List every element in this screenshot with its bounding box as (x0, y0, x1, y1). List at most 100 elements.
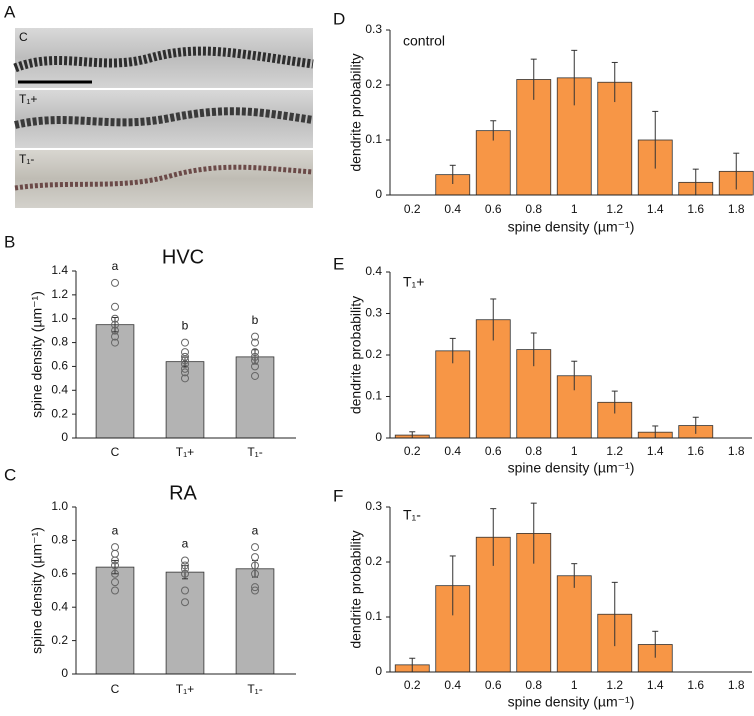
x-tick-label: 1.8 (728, 444, 745, 458)
data-point (111, 586, 119, 595)
x-tick-label: 0.8 (525, 678, 542, 692)
data-point (181, 569, 189, 578)
x-tick-label: 0.4 (444, 678, 461, 692)
data-point (111, 314, 119, 323)
data-point (111, 278, 119, 287)
data-point (111, 543, 119, 552)
data-point (251, 348, 259, 357)
x-tick-label: 0.6 (485, 678, 502, 692)
panel-letter: A (4, 2, 16, 21)
x-tick-label: 1 (571, 444, 578, 458)
x-tick-label: 1 (571, 202, 578, 216)
data-point (111, 320, 119, 329)
y-axis-label: dendrite probability (348, 53, 364, 171)
x-tick-label: 0.6 (485, 444, 502, 458)
data-point (111, 332, 119, 341)
dendrite (13, 46, 314, 73)
data-point (181, 586, 189, 595)
bar (95, 324, 135, 439)
data-point (181, 368, 189, 377)
x-axis-label: spine density (µm⁻¹) (508, 219, 635, 235)
data-point (111, 561, 119, 570)
y-tick-label: 0 (61, 430, 68, 444)
micrograph (15, 150, 313, 208)
data-point (251, 561, 259, 570)
y-tick-label: 0.4 (365, 264, 382, 278)
y-tick-label: 0.4 (51, 599, 68, 613)
x-tick-label: 0.4 (444, 202, 461, 216)
x-tick-label: 0.2 (404, 678, 421, 692)
data-point (251, 338, 259, 347)
x-tick-label: T₁+ (176, 445, 194, 459)
data-point (181, 561, 189, 570)
panel-letter: F (333, 486, 343, 505)
y-tick-label: 0.3 (365, 499, 382, 513)
y-axis-label: dendrite probability (348, 530, 364, 648)
dendrite (14, 107, 314, 129)
y-tick-label: 0.1 (365, 609, 382, 623)
y-tick-label: 0.3 (365, 306, 382, 320)
y-tick-label: 0.2 (365, 554, 382, 568)
significance-letter: b (182, 319, 189, 333)
y-tick-label: 0.1 (365, 132, 382, 146)
y-tick-label: 0.8 (51, 335, 68, 349)
data-point (181, 598, 189, 607)
data-point (181, 374, 189, 383)
micrographs: A C T₁+ T₁- (4, 2, 314, 208)
x-tick-label: 1.2 (606, 444, 623, 458)
x-tick-label: 1 (571, 678, 578, 692)
data-point (181, 356, 189, 365)
panel-letter: B (4, 232, 15, 251)
bar (556, 575, 592, 673)
chart-annotation: T₁- (403, 507, 421, 523)
y-tick-label: 0.6 (51, 566, 68, 580)
data-point (251, 553, 259, 562)
x-tick-label: T₁- (247, 445, 262, 459)
y-tick-label: 0 (61, 666, 68, 680)
bar (235, 356, 275, 439)
y-axis-label: spine density (µm⁻¹) (29, 527, 45, 654)
data-point (251, 371, 259, 380)
chart-title: HVC (162, 246, 204, 268)
x-tick-label: 0.2 (404, 444, 421, 458)
data-point (181, 338, 189, 347)
image-label: T₁+ (19, 92, 37, 106)
y-tick-label: 0 (375, 430, 382, 444)
y-tick-label: 0.2 (365, 77, 382, 91)
bar (435, 350, 471, 439)
y-tick-label: 0.1 (365, 389, 382, 403)
x-tick-label: 1.2 (606, 202, 623, 216)
x-tick-label: 0.8 (525, 444, 542, 458)
y-tick-label: 0 (375, 664, 382, 678)
dendrite (14, 164, 314, 191)
y-tick-label: 0.4 (51, 382, 68, 396)
x-axis-label: spine density (µm⁻¹) (508, 694, 635, 710)
significance-letter: a (112, 259, 119, 273)
data-point (111, 569, 119, 578)
x-tick-label: T₁- (247, 682, 262, 696)
data-point (111, 549, 119, 558)
significance-letter: a (182, 537, 189, 551)
x-tick-label: T₁+ (176, 682, 194, 696)
x-tick-label: 1.8 (728, 202, 745, 216)
data-point (181, 564, 189, 573)
x-tick-label: C (111, 445, 120, 459)
x-tick-label: 1.6 (687, 678, 704, 692)
x-tick-label: 1.6 (687, 444, 704, 458)
data-point (181, 348, 189, 357)
data-point (251, 543, 259, 552)
bar (165, 361, 205, 439)
x-axis-label: spine density (µm⁻¹) (508, 460, 635, 476)
data-point (251, 352, 259, 361)
x-tick-label: 1.4 (647, 678, 664, 692)
data-point (181, 364, 189, 373)
x-tick-label: 0.4 (444, 444, 461, 458)
chart-annotation: control (403, 33, 445, 49)
chart-title: RA (169, 482, 197, 504)
data-point (181, 556, 189, 565)
image-label: C (19, 30, 28, 44)
y-tick-label: 0.3 (365, 22, 382, 36)
data-point (111, 578, 119, 587)
y-tick-label: 0.8 (51, 533, 68, 547)
